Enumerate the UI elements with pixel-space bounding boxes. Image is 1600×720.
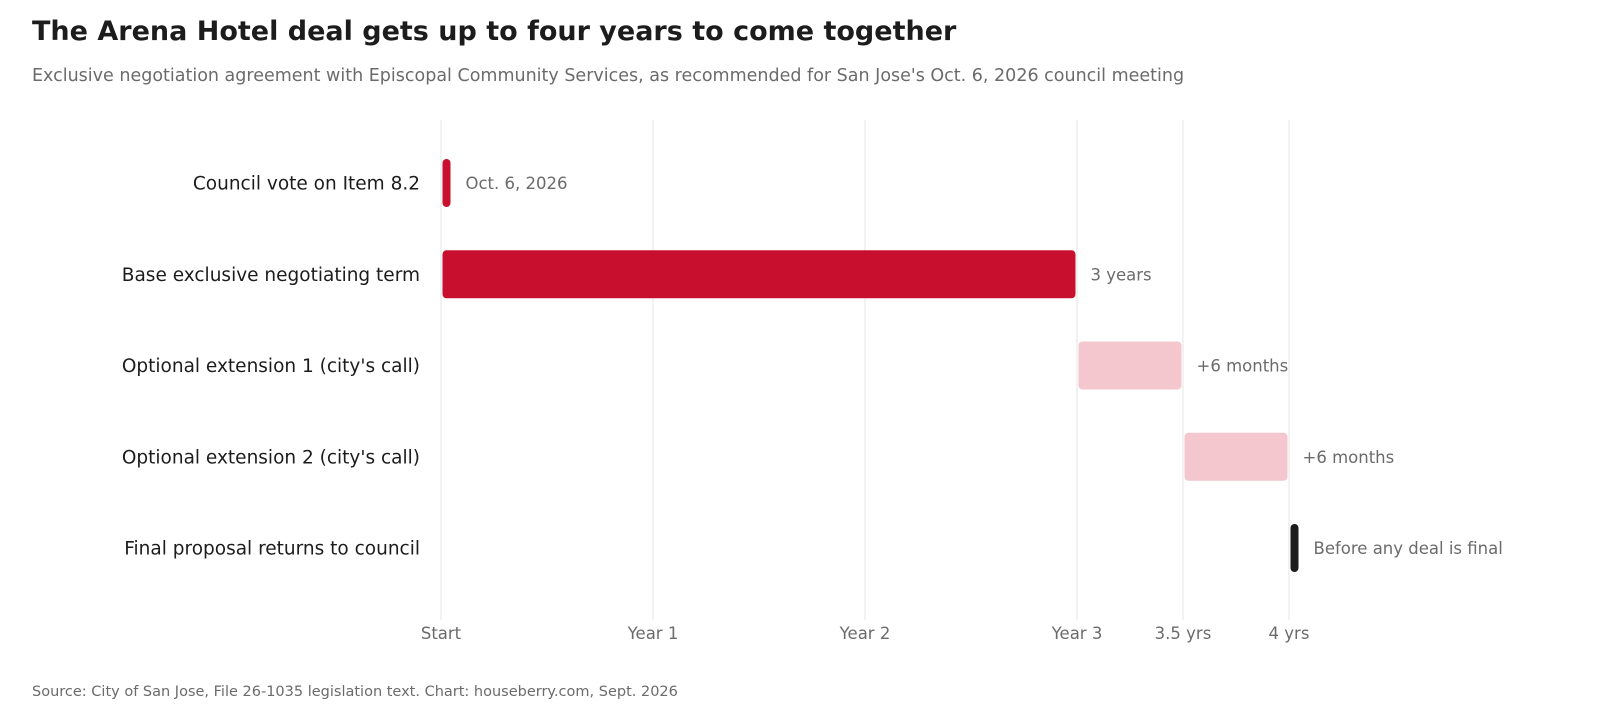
bar xyxy=(1184,432,1288,481)
category-label: Optional extension 2 (city's call) xyxy=(122,447,420,468)
bar xyxy=(442,159,451,207)
bar xyxy=(1078,341,1182,390)
x-tick-label: 3.5 yrs xyxy=(1155,624,1212,643)
category-label: Council vote on Item 8.2 xyxy=(193,174,420,195)
data-label: Before any deal is final xyxy=(1314,539,1503,558)
category-label: Final proposal returns to council xyxy=(124,539,420,560)
gridlines xyxy=(440,120,1290,620)
x-tick-label: Year 3 xyxy=(1051,624,1103,643)
timeline-chart: Start Year 1 Year 2 Year 3 3.5 yrs 4 yrs Counc… xyxy=(122,120,1503,644)
chart-title: The Arena Hotel deal gets up to four yea… xyxy=(32,16,957,47)
bar xyxy=(442,250,1076,299)
bars xyxy=(442,159,1299,572)
x-tick-label: Start xyxy=(421,624,462,643)
category-label: Optional extension 1 (city's call) xyxy=(122,356,420,377)
data-label: Oct. 6, 2026 xyxy=(466,174,568,193)
x-tick-label: Year 2 xyxy=(839,624,891,643)
category-label: Base exclusive negotiating term xyxy=(122,265,420,286)
data-label: +6 months xyxy=(1197,357,1289,376)
x-tick-label: 4 yrs xyxy=(1269,624,1310,643)
labels: Start Year 1 Year 2 Year 3 3.5 yrs 4 yrs Counc… xyxy=(122,174,1503,644)
x-tick-label: Year 1 xyxy=(627,624,679,643)
data-label: 3 years xyxy=(1091,265,1152,284)
chart-subtitle: Exclusive negotiation agreement with Epi… xyxy=(32,66,1185,86)
data-label: +6 months xyxy=(1303,448,1395,467)
source-note: Source: City of San Jose, File 26-1035 l… xyxy=(32,684,678,700)
bar xyxy=(1290,524,1299,572)
